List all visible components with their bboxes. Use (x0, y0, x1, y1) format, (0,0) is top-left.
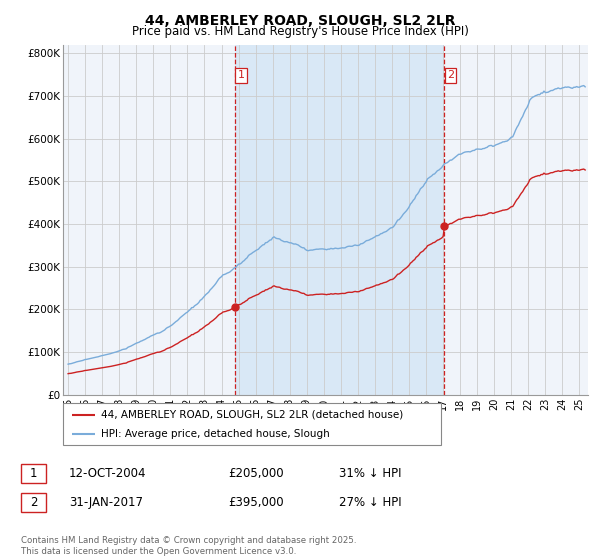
Text: Price paid vs. HM Land Registry's House Price Index (HPI): Price paid vs. HM Land Registry's House … (131, 25, 469, 38)
Bar (235, 45, 445, 395)
Text: 2: 2 (30, 496, 37, 509)
Text: 2: 2 (447, 71, 454, 81)
Text: £395,000: £395,000 (228, 496, 284, 509)
Text: 1: 1 (238, 71, 245, 81)
Text: Contains HM Land Registry data © Crown copyright and database right 2025.
This d: Contains HM Land Registry data © Crown c… (21, 536, 356, 556)
Text: 44, AMBERLEY ROAD, SLOUGH, SL2 2LR: 44, AMBERLEY ROAD, SLOUGH, SL2 2LR (145, 14, 455, 28)
Text: 12-OCT-2004: 12-OCT-2004 (69, 466, 146, 480)
Text: 27% ↓ HPI: 27% ↓ HPI (339, 496, 401, 509)
Text: HPI: Average price, detached house, Slough: HPI: Average price, detached house, Slou… (101, 429, 329, 439)
FancyBboxPatch shape (63, 403, 441, 445)
Text: 44, AMBERLEY ROAD, SLOUGH, SL2 2LR (detached house): 44, AMBERLEY ROAD, SLOUGH, SL2 2LR (deta… (101, 409, 403, 419)
Text: £205,000: £205,000 (228, 466, 284, 480)
Text: 31-JAN-2017: 31-JAN-2017 (69, 496, 143, 509)
Text: 31% ↓ HPI: 31% ↓ HPI (339, 466, 401, 480)
Text: 1: 1 (30, 466, 37, 480)
